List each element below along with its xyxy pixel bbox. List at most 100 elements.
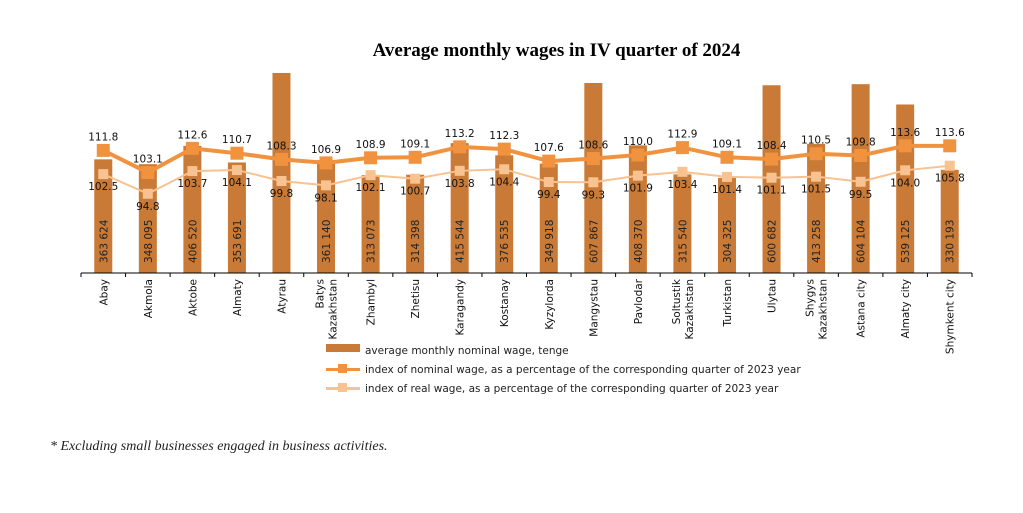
real-index-value-label: 102.5 bbox=[88, 181, 118, 193]
real-index-value-label: 105.8 bbox=[935, 173, 965, 185]
real-index-value-label: 103.8 bbox=[445, 178, 475, 190]
nominal-index-marker bbox=[765, 152, 779, 166]
category-label: Karagandy bbox=[455, 279, 467, 336]
nominal-index-value-label: 107.6 bbox=[534, 142, 564, 154]
nominal-index-marker bbox=[274, 152, 288, 166]
bar-value-label: 376 535 bbox=[499, 220, 511, 263]
nominal-index-value-label: 112.6 bbox=[177, 129, 207, 141]
nominal-index-value-label: 113.6 bbox=[890, 127, 920, 139]
category-label-line: Soltustik bbox=[671, 278, 683, 324]
category-label-line: Zhetisu bbox=[410, 279, 422, 318]
legend-nominal-swatch bbox=[326, 364, 360, 373]
real-index-marker bbox=[721, 171, 732, 182]
category-label: Zhetisu bbox=[410, 279, 422, 318]
bar-value-label: 330 193 bbox=[945, 220, 957, 263]
real-index-marker bbox=[231, 165, 242, 176]
bar-value-label: 600 682 bbox=[767, 220, 779, 263]
category-label: Kostanay bbox=[499, 279, 511, 327]
x-axis: Abay Akmola Aktobe Almaty Atyrau Batys Kazakhs… bbox=[80, 272, 973, 354]
category-label-line: Ulytau bbox=[767, 279, 779, 313]
category-label-line: Aktobe bbox=[187, 279, 199, 316]
wage-bar bbox=[272, 72, 291, 273]
bar-value-label: 539 125 bbox=[900, 220, 912, 263]
category-label-line: Kostanay bbox=[499, 279, 511, 327]
bar-value-label: 406 520 bbox=[187, 220, 199, 263]
category-label: Kyzylorda bbox=[544, 279, 556, 330]
nominal-index-value-label: 103.1 bbox=[133, 154, 163, 166]
nominal-index-value-label: 109.8 bbox=[846, 137, 876, 149]
category-label-line: Turkistan bbox=[722, 279, 734, 327]
category-label-line: Almaty bbox=[232, 279, 244, 316]
legend: average monthly nominal wage, tenge inde… bbox=[326, 341, 801, 398]
nominal-index-marker bbox=[141, 166, 155, 180]
bar-value-label: 349 918 bbox=[544, 220, 556, 263]
bar-value-label: 363 624 bbox=[98, 219, 110, 263]
nominal-index-value-label: 108.3 bbox=[266, 140, 296, 152]
real-index-marker bbox=[410, 173, 421, 184]
category-label-line: Akmola bbox=[143, 279, 155, 318]
real-index-value-label: 104.0 bbox=[890, 177, 920, 189]
legend-item-wage: average monthly nominal wage, tenge bbox=[326, 341, 801, 360]
nominal-index-marker bbox=[854, 149, 868, 163]
nominal-index-marker bbox=[542, 154, 556, 168]
category-label-line: Zhambyl bbox=[366, 279, 378, 325]
bar-value-label: 315 540 bbox=[677, 220, 689, 263]
bar-value-label: 313 073 bbox=[366, 220, 378, 263]
category-label-line: Kazakhstan bbox=[328, 279, 340, 340]
nominal-index-marker bbox=[631, 148, 645, 162]
category-label: Almaty city bbox=[900, 279, 912, 338]
real-index-value-label: 103.4 bbox=[667, 179, 697, 191]
bar-value-label: 415 544 bbox=[455, 219, 467, 263]
wage-bar bbox=[227, 162, 246, 273]
real-index-marker bbox=[321, 180, 332, 191]
real-index-marker bbox=[98, 169, 109, 180]
real-index-marker bbox=[499, 164, 510, 175]
nominal-index-value-label: 108.6 bbox=[578, 140, 608, 152]
labels-layer: 363 624 348 095 406 520 353 691 361 140 313 0… bbox=[88, 127, 965, 263]
bars-layer bbox=[94, 72, 959, 273]
bar-value-label: 304 325 bbox=[722, 220, 734, 263]
nominal-index-value-label: 110.0 bbox=[623, 136, 653, 148]
wage-bar bbox=[94, 159, 113, 273]
nominal-index-value-label: 106.9 bbox=[311, 144, 341, 156]
nominal-index-marker bbox=[586, 152, 600, 166]
legend-item-real: index of real wage, as a percentage of t… bbox=[326, 379, 801, 398]
nominal-index-value-label: 110.7 bbox=[222, 134, 252, 146]
nominal-index-marker bbox=[230, 146, 244, 160]
legend-label-wage: average monthly nominal wage, tenge bbox=[365, 344, 569, 357]
bar-value-label: 607 867 bbox=[588, 220, 600, 263]
legend-bar-swatch bbox=[326, 343, 360, 352]
nominal-index-value-label: 113.2 bbox=[445, 128, 475, 140]
wage-bar bbox=[717, 177, 736, 273]
category-label: Shymkent city bbox=[945, 279, 957, 354]
real-index-marker bbox=[766, 172, 777, 183]
real-index-value-label: 102.1 bbox=[356, 182, 386, 194]
category-label-line: Kazakhstan bbox=[818, 279, 830, 340]
real-index-marker bbox=[187, 166, 198, 177]
bar-value-label: 353 691 bbox=[232, 220, 244, 263]
chart-title: Average monthly wages in IV quarter of 2… bbox=[372, 40, 741, 61]
bar-value-label: 361 140 bbox=[321, 220, 333, 263]
category-label: Shygys Kazakhstan bbox=[805, 279, 830, 340]
real-index-line bbox=[102, 164, 950, 195]
real-index-value-label: 101.5 bbox=[801, 184, 831, 196]
nominal-index-marker bbox=[720, 150, 734, 164]
real-index-value-label: 94.8 bbox=[136, 201, 159, 213]
real-index-value-label: 98.1 bbox=[314, 192, 337, 204]
nominal-index-marker bbox=[453, 140, 467, 154]
nominal-index-marker bbox=[185, 141, 199, 155]
legend-label-nominal: index of nominal wage, as a percentage o… bbox=[365, 363, 801, 376]
legend-real-swatch bbox=[326, 383, 360, 392]
real-index-marker bbox=[855, 176, 866, 187]
real-index-marker bbox=[543, 177, 554, 188]
category-label-line: Almaty city bbox=[900, 279, 912, 338]
nominal-index-line bbox=[102, 143, 950, 175]
category-label: Atyrau bbox=[276, 279, 288, 314]
bar-value-label: 604 104 bbox=[856, 219, 868, 263]
wage-bar bbox=[495, 155, 514, 273]
category-label: Pavlodar bbox=[633, 278, 645, 324]
nominal-index-marker bbox=[943, 139, 957, 153]
legend-item-nominal: index of nominal wage, as a percentage o… bbox=[326, 360, 801, 379]
nominal-index-value-label: 112.9 bbox=[667, 129, 697, 141]
